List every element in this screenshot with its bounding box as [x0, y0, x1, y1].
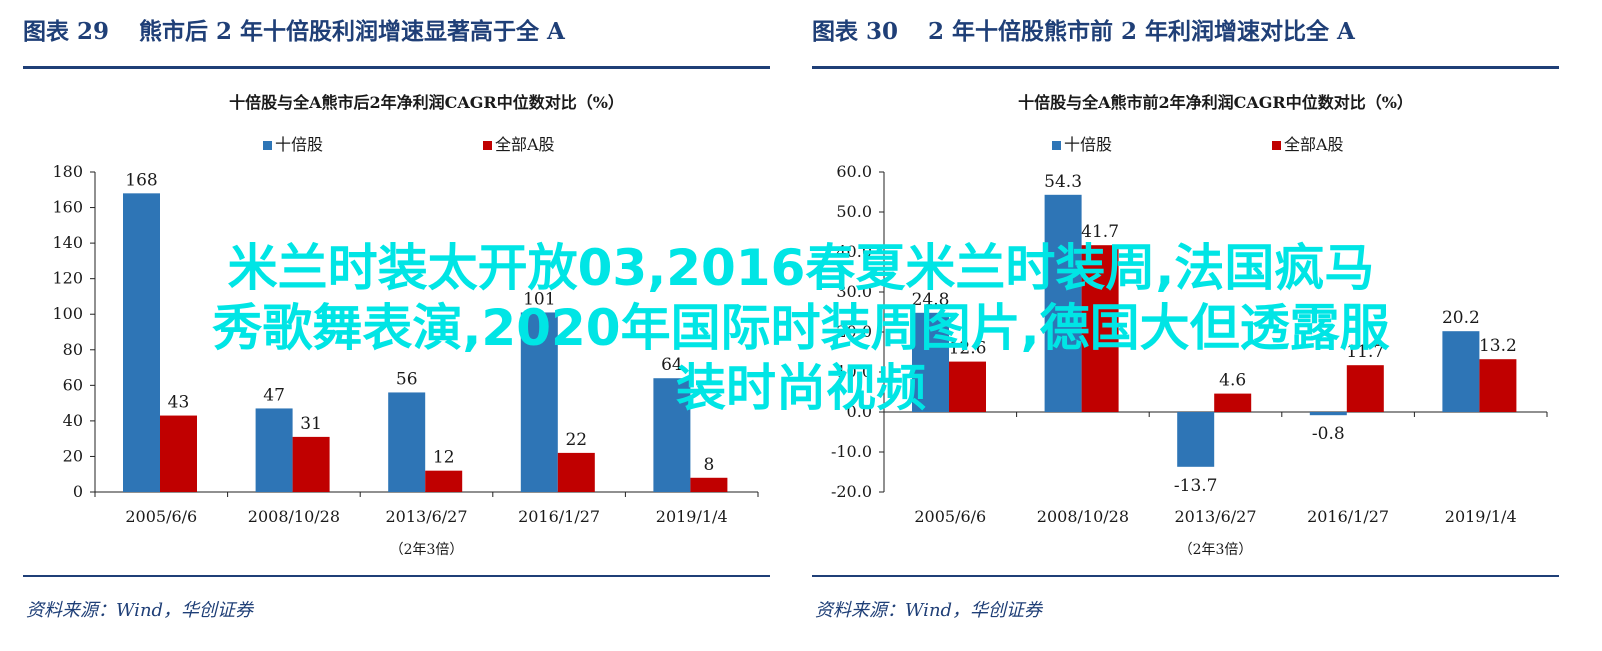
panel-1-source: 资料来源：Wind，华创证券 — [26, 600, 254, 621]
legend-label-0: 十倍股 — [1064, 135, 1112, 154]
x-tick-label: 2005/6/6 — [914, 507, 986, 526]
bar-1 — [1081, 245, 1119, 412]
overlay-line-1: 米兰时装太开放03,2016春夏米兰时装周,法国疯马 — [227, 239, 1375, 297]
y-tick-label: 20.0 — [836, 322, 872, 341]
y-tick-label: 0.0 — [847, 402, 872, 421]
bar-0 — [1442, 331, 1480, 412]
data-label: 101 — [523, 289, 555, 309]
bar-1 — [1214, 393, 1252, 412]
panel-1-heading: 熊市后 2 年十倍股利润增速显著高于全 A — [139, 18, 565, 45]
y-tick-label: 20 — [63, 446, 83, 465]
data-label: 47 — [263, 385, 285, 405]
x-tick-label: 2005/6/6 — [125, 507, 197, 526]
panel-2-title: 图表 30 2 年十倍股熊市前 2 年利润增速对比全 A — [812, 12, 1355, 52]
y-tick-label: 100 — [52, 304, 83, 323]
panel-1-top-rule — [23, 66, 770, 69]
panel-2-heading: 2 年十倍股熊市前 2 年利润增速对比全 A — [928, 18, 1355, 45]
data-label: 54.3 — [1044, 172, 1082, 192]
data-label: 13.2 — [1479, 336, 1517, 356]
x-axis-note: （2年3倍） — [390, 542, 464, 558]
y-tick-label: 180 — [52, 162, 83, 181]
chart-1: 十倍股与全A熊市后2年净利润CAGR中位数对比（%） 十倍股 全部A股 0 20 40 60… — [52, 93, 759, 558]
legend-swatch-1 — [1272, 141, 1281, 150]
bar-0 — [653, 378, 691, 492]
x-tick-label: 2019/1/4 — [656, 507, 728, 526]
x-tick-label: 2013/6/27 — [385, 507, 467, 526]
overlay-line-3: 装时尚视频 — [676, 359, 926, 417]
bar-1 — [1479, 359, 1517, 412]
bar-1 — [160, 415, 197, 492]
chart-title: 十倍股与全A熊市前2年净利润CAGR中位数对比（%） — [1018, 93, 1413, 112]
x-tick-label: 2019/1/4 — [1445, 507, 1517, 526]
legend-swatch-0 — [1052, 141, 1061, 150]
data-label: 20.2 — [1442, 308, 1480, 328]
y-tick-label: 0 — [73, 482, 83, 501]
y-tick-label: -20.0 — [831, 482, 872, 501]
data-label: 4.6 — [1219, 371, 1246, 391]
x-tick-label: 2016/1/27 — [1307, 507, 1389, 526]
panel-2-bottom-rule — [812, 575, 1559, 577]
panel-1-title: 图表 29 熊市后 2 年十倍股利润增速显著高于全 A — [23, 12, 565, 52]
legend-swatch-0 — [263, 141, 272, 150]
data-label: 56 — [396, 369, 418, 389]
chart-2: 十倍股与全A熊市前2年净利润CAGR中位数对比（%） 十倍股 全部A股 -20.0 -1… — [831, 93, 1548, 558]
x-tick-label: 2013/6/27 — [1174, 507, 1256, 526]
data-label: 22 — [565, 430, 587, 450]
y-tick-label: 60 — [63, 375, 83, 394]
data-label: 8 — [703, 455, 714, 475]
legend-swatch-1 — [483, 141, 492, 150]
data-label: 24.8 — [912, 290, 950, 310]
data-label: 43 — [168, 393, 190, 413]
panel-1-number: 图表 29 — [23, 18, 110, 45]
overlay-caption: 米兰时装太开放03,2016春夏米兰时装周,法国疯马 秀歌舞表演,2020年国际… — [0, 238, 1602, 418]
y-tick-label: 60.0 — [836, 162, 872, 181]
legend-label-0: 十倍股 — [275, 135, 323, 154]
data-label: 31 — [300, 414, 322, 434]
data-label: -0.8 — [1312, 424, 1345, 444]
data-label: 11.7 — [1346, 342, 1384, 362]
data-label: 64 — [661, 355, 683, 375]
y-tick-label: 30.0 — [836, 282, 872, 301]
bar-1 — [425, 470, 463, 492]
y-tick-label: 10.0 — [836, 362, 872, 381]
bar-1 — [690, 477, 728, 492]
y-tick-label: 80 — [63, 340, 83, 359]
y-tick-label: -10.0 — [831, 442, 872, 461]
panel-2-top-rule — [812, 66, 1559, 69]
data-label: 12 — [433, 448, 455, 468]
bar-0 — [388, 392, 426, 492]
overlay-line-2: 秀歌舞表演,2020年国际时装周图片,德国大但透露服 — [212, 299, 1390, 357]
bar-1 — [292, 436, 330, 492]
panel-2-number: 图表 30 — [812, 18, 899, 45]
bar-0 — [123, 193, 160, 492]
x-axis-note: （2年3倍） — [1179, 542, 1253, 558]
chart-title: 十倍股与全A熊市后2年净利润CAGR中位数对比（%） — [229, 93, 624, 112]
bar-0 — [912, 312, 949, 412]
y-tick-label: 120 — [52, 269, 83, 288]
bar-0 — [1309, 412, 1347, 416]
data-label: 168 — [125, 170, 157, 190]
bar-0 — [1177, 412, 1215, 467]
x-tick-label: 2008/10/28 — [248, 507, 340, 526]
legend-label-1: 全部A股 — [495, 135, 555, 154]
bar-0 — [520, 312, 558, 492]
panel-2-source: 资料来源：Wind，华创证券 — [815, 600, 1043, 621]
x-tick-label: 2008/10/28 — [1037, 507, 1129, 526]
data-label: 12.6 — [949, 339, 987, 359]
y-tick-label: 40.0 — [836, 242, 872, 261]
bar-1 — [1346, 365, 1384, 412]
y-tick-label: 50.0 — [836, 202, 872, 221]
data-label: 41.7 — [1081, 222, 1119, 242]
y-tick-label: 40 — [63, 411, 83, 430]
y-tick-label: 160 — [52, 198, 83, 217]
panel-1-bottom-rule — [23, 575, 770, 577]
bar-1 — [949, 361, 986, 412]
x-tick-label: 2016/1/27 — [518, 507, 600, 526]
bar-0 — [255, 408, 293, 492]
bar-1 — [557, 452, 595, 492]
legend-label-1: 全部A股 — [1284, 135, 1344, 154]
data-label: -13.7 — [1174, 476, 1218, 496]
y-tick-label: 140 — [52, 233, 83, 252]
bar-0 — [1044, 194, 1082, 412]
